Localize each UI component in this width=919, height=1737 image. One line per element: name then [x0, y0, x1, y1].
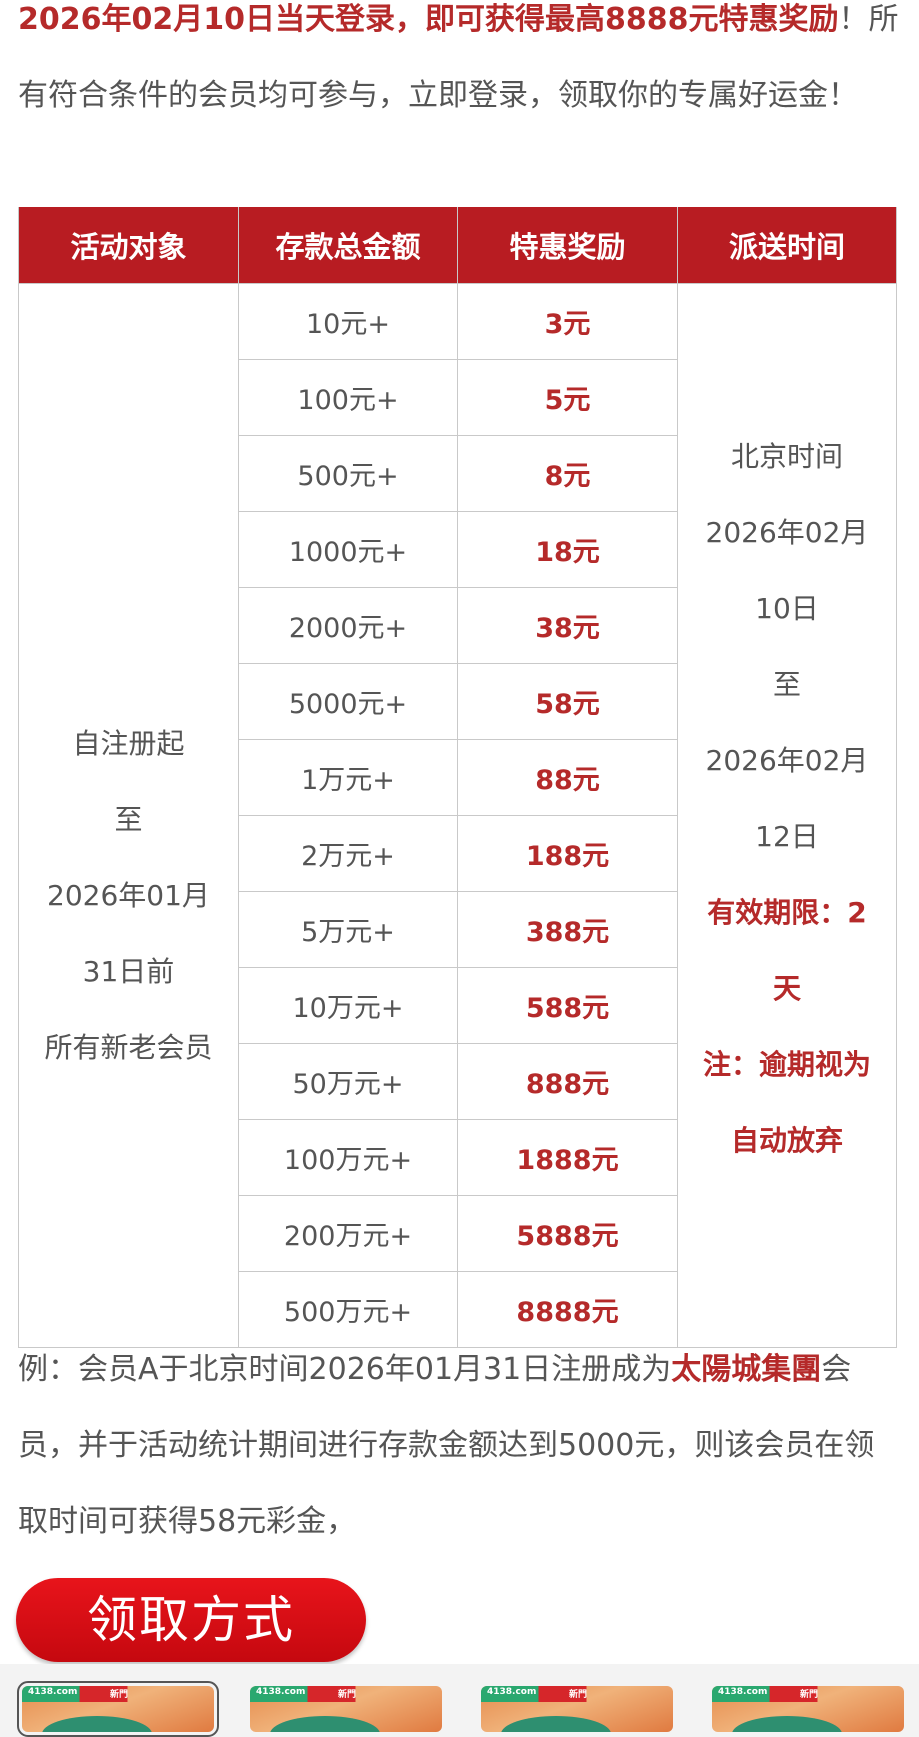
thumbnail-strip: 4138.com 新門 4138.com 新門 4138.com 新門 4138.co… — [0, 1664, 919, 1737]
time-line: 10日 — [755, 592, 819, 625]
thumbnail-1[interactable]: 4138.com 新門 — [17, 1681, 219, 1737]
example-text-1: 例：会员A于北京时间2026年01月31日注册成为 — [18, 1352, 672, 1387]
validity-note: 有效期限：2 — [707, 896, 867, 929]
time-line: 至 — [772, 668, 801, 701]
thumb-site: 4138.com — [256, 1687, 306, 1697]
time-cell: 北京时间 2026年02月 10日至 2026年02月 12日有效期限：2 天注：逾期视为… — [677, 283, 897, 1348]
table-row: 500万元+ 8888元 — [19, 1271, 897, 1348]
bonus-cell: 5888元 — [457, 1195, 678, 1272]
deposit-cell: 10万元+ — [238, 967, 458, 1044]
time-line: 2026年02月 — [705, 516, 869, 549]
table-row: 1000元+ 18元 — [19, 511, 897, 588]
bonus-cell: 588元 — [457, 967, 678, 1044]
target-line: 自注册起 — [72, 726, 185, 760]
bonus-cell: 188元 — [457, 815, 678, 892]
thumb-tag: 新門 — [800, 1690, 819, 1700]
validity-note: 自动放弃 — [730, 1124, 843, 1157]
header-bonus: 特惠奖励 — [457, 207, 678, 284]
deposit-cell: 100万元+ — [238, 1119, 458, 1196]
bonus-cell: 38元 — [457, 587, 678, 664]
table-row: 50万元+ 888元 — [19, 1043, 897, 1120]
header-deposit: 存款总金额 — [238, 207, 458, 284]
intro-highlight: 2026年02月10日当天登录，即可获得最高8888元特惠奖励 — [18, 2, 839, 37]
table-row: 2000元+ 38元 — [19, 587, 897, 664]
intro-rest: ！所有符合条件的会员均可参与，立即登录，领取你的专属好运金！ — [18, 2, 899, 113]
bonus-cell: 888元 — [457, 1043, 678, 1120]
bonus-cell: 8元 — [457, 435, 678, 512]
table-row: 1万元+ 88元 — [19, 739, 897, 816]
deposit-cell: 500万元+ — [238, 1271, 458, 1348]
deposit-cell: 500元+ — [238, 435, 458, 512]
thumbnail-2[interactable]: 4138.com 新門 — [250, 1686, 442, 1732]
table-row: 100元+ 5元 — [19, 359, 897, 436]
time-line: 北京时间 — [730, 440, 843, 473]
example-paragraph: 例：会员A于北京时间2026年01月31日注册成为太陽城集團会员，并于活动统计期… — [18, 1332, 903, 1560]
target-line: 至 — [114, 802, 143, 836]
thumb-site: 4138.com — [28, 1687, 78, 1697]
claim-method-button[interactable]: 领取方式 — [16, 1578, 366, 1662]
target-cell: 自注册起至 2026年01月 31日前所有新老会员 — [18, 283, 239, 1348]
deposit-cell: 2000元+ — [238, 587, 458, 664]
example-text-2: 会员，并于活动统计期间进行存款金额达到5000元，则该会员在领取时间可获得58元… — [18, 1352, 875, 1539]
thumb-site: 4138.com — [718, 1687, 768, 1697]
bonus-cell: 58元 — [457, 663, 678, 740]
thumb-tag: 新門 — [338, 1690, 357, 1700]
thumbnail-4[interactable]: 4138.com 新門 — [712, 1686, 904, 1732]
deposit-cell: 1万元+ — [238, 739, 458, 816]
thumb-tag: 新門 — [110, 1690, 129, 1700]
time-line: 12日 — [755, 820, 819, 853]
table-row: 200万元+ 5888元 — [19, 1195, 897, 1272]
deposit-cell: 5000元+ — [238, 663, 458, 740]
target-line: 所有新老会员 — [44, 1030, 213, 1064]
intro-paragraph: 2026年02月10日当天登录，即可获得最高8888元特惠奖励！所有符合条件的会… — [18, 0, 903, 134]
validity-note: 注：逾期视为 — [702, 1048, 871, 1081]
deposit-cell: 10元+ — [238, 283, 458, 360]
target-line: 2026年01月 — [47, 878, 210, 912]
deposit-cell: 50万元+ — [238, 1043, 458, 1120]
thumb-site: 4138.com — [487, 1687, 537, 1697]
bonus-cell: 1888元 — [457, 1119, 678, 1196]
brand-name: 太陽城集團 — [671, 1352, 822, 1387]
header-time: 派送时间 — [677, 207, 897, 284]
table-header-row: 活动对象 存款总金额 特惠奖励 派送时间 — [18, 207, 897, 284]
deposit-cell: 1000元+ — [238, 511, 458, 588]
deposit-cell: 100元+ — [238, 359, 458, 436]
deposit-cell: 2万元+ — [238, 815, 458, 892]
bonus-cell: 3元 — [457, 283, 678, 360]
bonus-cell: 388元 — [457, 891, 678, 968]
bonus-table: 活动对象 存款总金额 特惠奖励 派送时间 自注册起至 2026年01月 31日前 所有… — [18, 207, 897, 1348]
table-row: 自注册起至 2026年01月 31日前 所有新老会员 10元+ 3元 北京时间 2026年02… — [18, 283, 897, 1348]
table-row: 100万元+ 1888元 — [19, 1119, 897, 1196]
deposit-cell: 200万元+ — [238, 1195, 458, 1272]
bonus-cell: 88元 — [457, 739, 678, 816]
thumbnail-3[interactable]: 4138.com 新門 — [481, 1686, 673, 1732]
bonus-cell: 5元 — [457, 359, 678, 436]
table-row: 5万元+ 388元 — [19, 891, 897, 968]
table-row: 500元+ 8元 — [19, 435, 897, 512]
deposit-cell: 5万元+ — [238, 891, 458, 968]
table-row: 10万元+ 588元 — [19, 967, 897, 1044]
bonus-cell: 18元 — [457, 511, 678, 588]
header-target: 活动对象 — [18, 207, 239, 284]
time-line: 2026年02月 — [705, 744, 869, 777]
validity-note: 天 — [772, 972, 801, 1005]
bonus-cell: 8888元 — [457, 1271, 678, 1348]
table-row: 5000元+ 58元 — [19, 663, 897, 740]
thumb-tag: 新門 — [569, 1690, 588, 1700]
target-line: 31日前 — [82, 954, 175, 988]
